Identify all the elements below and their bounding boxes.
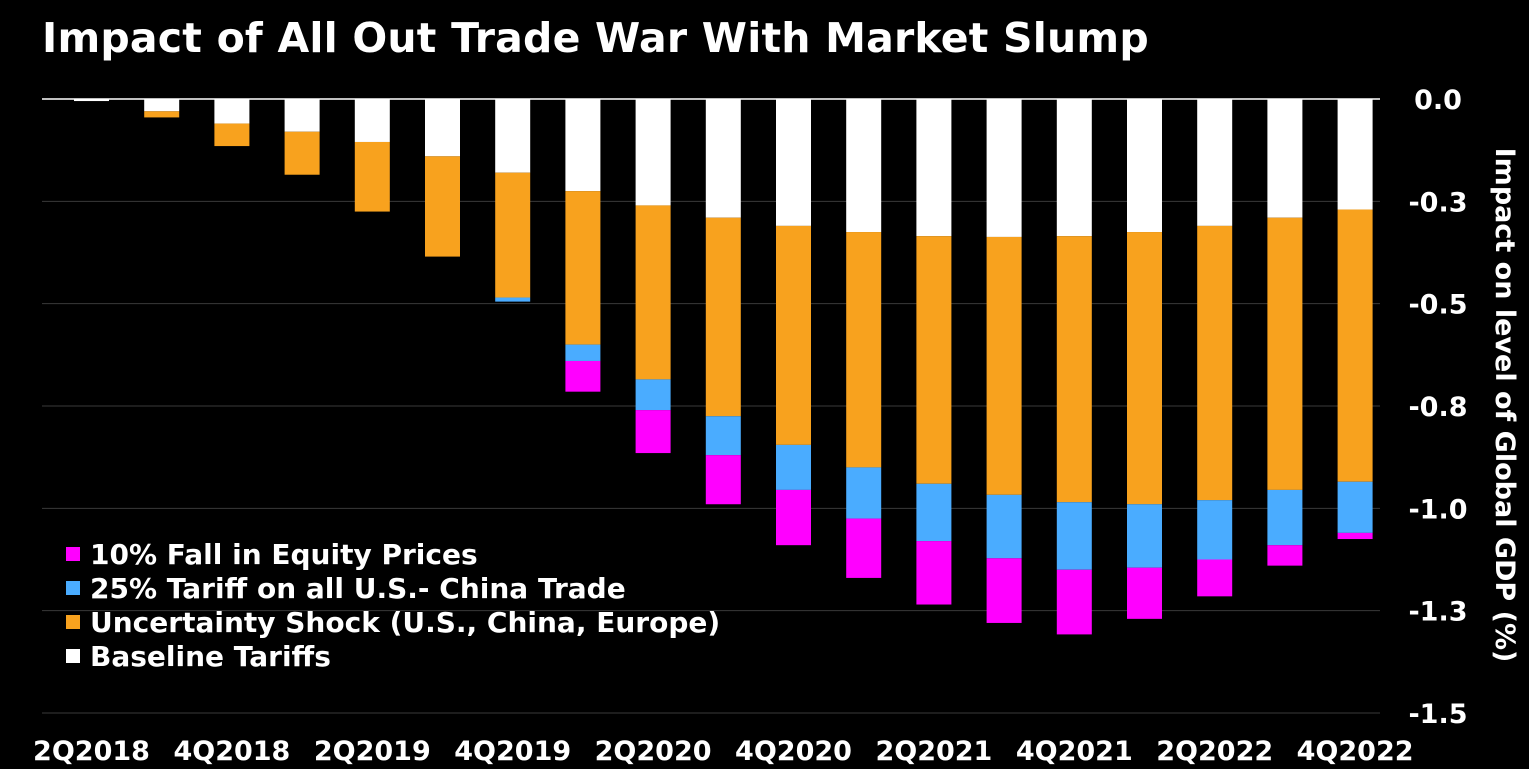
bar-segment (1197, 99, 1233, 226)
bar-segment (1127, 232, 1162, 505)
legend-label: 25% Tariff on all U.S.- China Trade (90, 571, 626, 605)
bar-segment (144, 99, 180, 112)
bar-segment (635, 410, 671, 454)
bar-segment (705, 99, 741, 218)
bar-segment (1337, 481, 1373, 533)
legend-item: 10% Fall in Equity Prices (66, 537, 720, 571)
bar-segment (1267, 489, 1303, 546)
y-tick-label: -0.5 (1408, 290, 1467, 321)
bar-segment (635, 99, 671, 206)
bar-segment (635, 379, 671, 411)
y-tick-label: 0.0 (1414, 85, 1462, 116)
bar-segment (986, 494, 1022, 559)
x-tick-label: 2Q2022 (1156, 736, 1273, 767)
y-axis-label: Impact on level of Global GDP (%) (1489, 148, 1520, 663)
bar-segment (986, 558, 1022, 623)
bar-segment (284, 99, 320, 132)
bar-segment (1056, 502, 1092, 570)
y-tick-label: -1.5 (1408, 699, 1467, 730)
x-tick-label: 4Q2022 (1297, 736, 1414, 767)
bar-segment (354, 141, 390, 212)
bar-segment (916, 541, 952, 605)
legend-swatch (66, 581, 80, 595)
bar-segment (1197, 500, 1233, 560)
x-tick-label: 2Q2020 (595, 736, 712, 767)
bar-segment (1127, 567, 1162, 619)
bar-segment (144, 111, 180, 118)
legend-item: 25% Tariff on all U.S.- China Trade (66, 571, 720, 605)
x-tick-label: 2Q2021 (875, 736, 992, 767)
bar-segment (705, 217, 741, 417)
y-tick-label: -1.3 (1408, 597, 1467, 628)
legend-item: Baseline Tariffs (66, 639, 720, 673)
bar-segment (776, 489, 811, 546)
bar-segment (495, 172, 531, 298)
bar-segment (1056, 236, 1092, 503)
bar-segment (1337, 209, 1373, 482)
bar-segment (705, 416, 741, 456)
legend-item: Uncertainty Shock (U.S., China, Europe) (66, 605, 720, 639)
chart-title: Impact of All Out Trade War With Market … (42, 14, 1149, 62)
legend-label: Baseline Tariffs (90, 639, 331, 673)
bar-segment (1267, 99, 1303, 218)
legend-swatch (66, 649, 80, 663)
bar-segment (74, 99, 109, 102)
bar-segment (1127, 504, 1162, 568)
bar-segment (776, 99, 811, 226)
bar-segment (846, 518, 882, 578)
bar-segment (846, 99, 882, 233)
bar-segment (916, 236, 952, 484)
bar-segment (1197, 225, 1233, 501)
bar-segment (425, 156, 460, 257)
bar-series (74, 99, 1373, 635)
bar-segment (1337, 532, 1373, 540)
bar-segment (1267, 217, 1303, 490)
legend-swatch (66, 615, 80, 629)
bar-segment (705, 455, 741, 505)
bar-segment (214, 123, 250, 147)
bar-segment (846, 467, 882, 519)
bar-segment (1056, 569, 1092, 635)
legend-swatch (66, 547, 80, 561)
bar-segment (565, 360, 601, 392)
x-tick-label: 2Q2018 (33, 736, 150, 767)
x-tick-label: 4Q2019 (454, 736, 571, 767)
bar-segment (284, 131, 320, 175)
bar-segment (495, 297, 531, 302)
bar-segment (495, 99, 531, 173)
bar-segment (846, 232, 882, 468)
bar-segment (986, 236, 1022, 495)
bar-segment (565, 99, 601, 192)
y-tick-label: -0.8 (1408, 392, 1467, 423)
legend-label: Uncertainty Shock (U.S., China, Europe) (90, 605, 721, 639)
bar-segment (916, 483, 952, 542)
bar-segment (986, 99, 1022, 237)
bar-segment (214, 99, 250, 124)
bar-segment (425, 99, 460, 157)
x-tick-label: 4Q2018 (173, 736, 290, 767)
y-tick-label: -0.3 (1408, 187, 1467, 218)
bar-segment (776, 225, 811, 445)
bar-segment (1197, 559, 1233, 597)
axes: 0.0 -0.3 -0.5 -0.8 -1.0 -1.3 -1.5 2Q2018 4Q2018 2… (33, 85, 1467, 767)
bar-segment (776, 444, 811, 490)
bar-segment (1337, 99, 1373, 210)
x-tick-label: 4Q2021 (1016, 736, 1133, 767)
bar-segment (565, 344, 601, 361)
legend: 10% Fall in Equity Prices 25% Tariff on a… (66, 537, 720, 673)
bar-segment (1127, 99, 1162, 233)
bar-segment (635, 205, 671, 380)
bar-segment (916, 99, 952, 237)
bar-segment (1267, 545, 1303, 566)
legend-label: 10% Fall in Equity Prices (90, 537, 478, 571)
y-tick-label: -1.0 (1408, 494, 1467, 525)
bar-segment (565, 191, 601, 345)
bar-segment (354, 99, 390, 142)
x-tick-label: 4Q2020 (735, 736, 852, 767)
x-tick-label: 2Q2019 (314, 736, 431, 767)
bar-segment (1056, 99, 1092, 237)
